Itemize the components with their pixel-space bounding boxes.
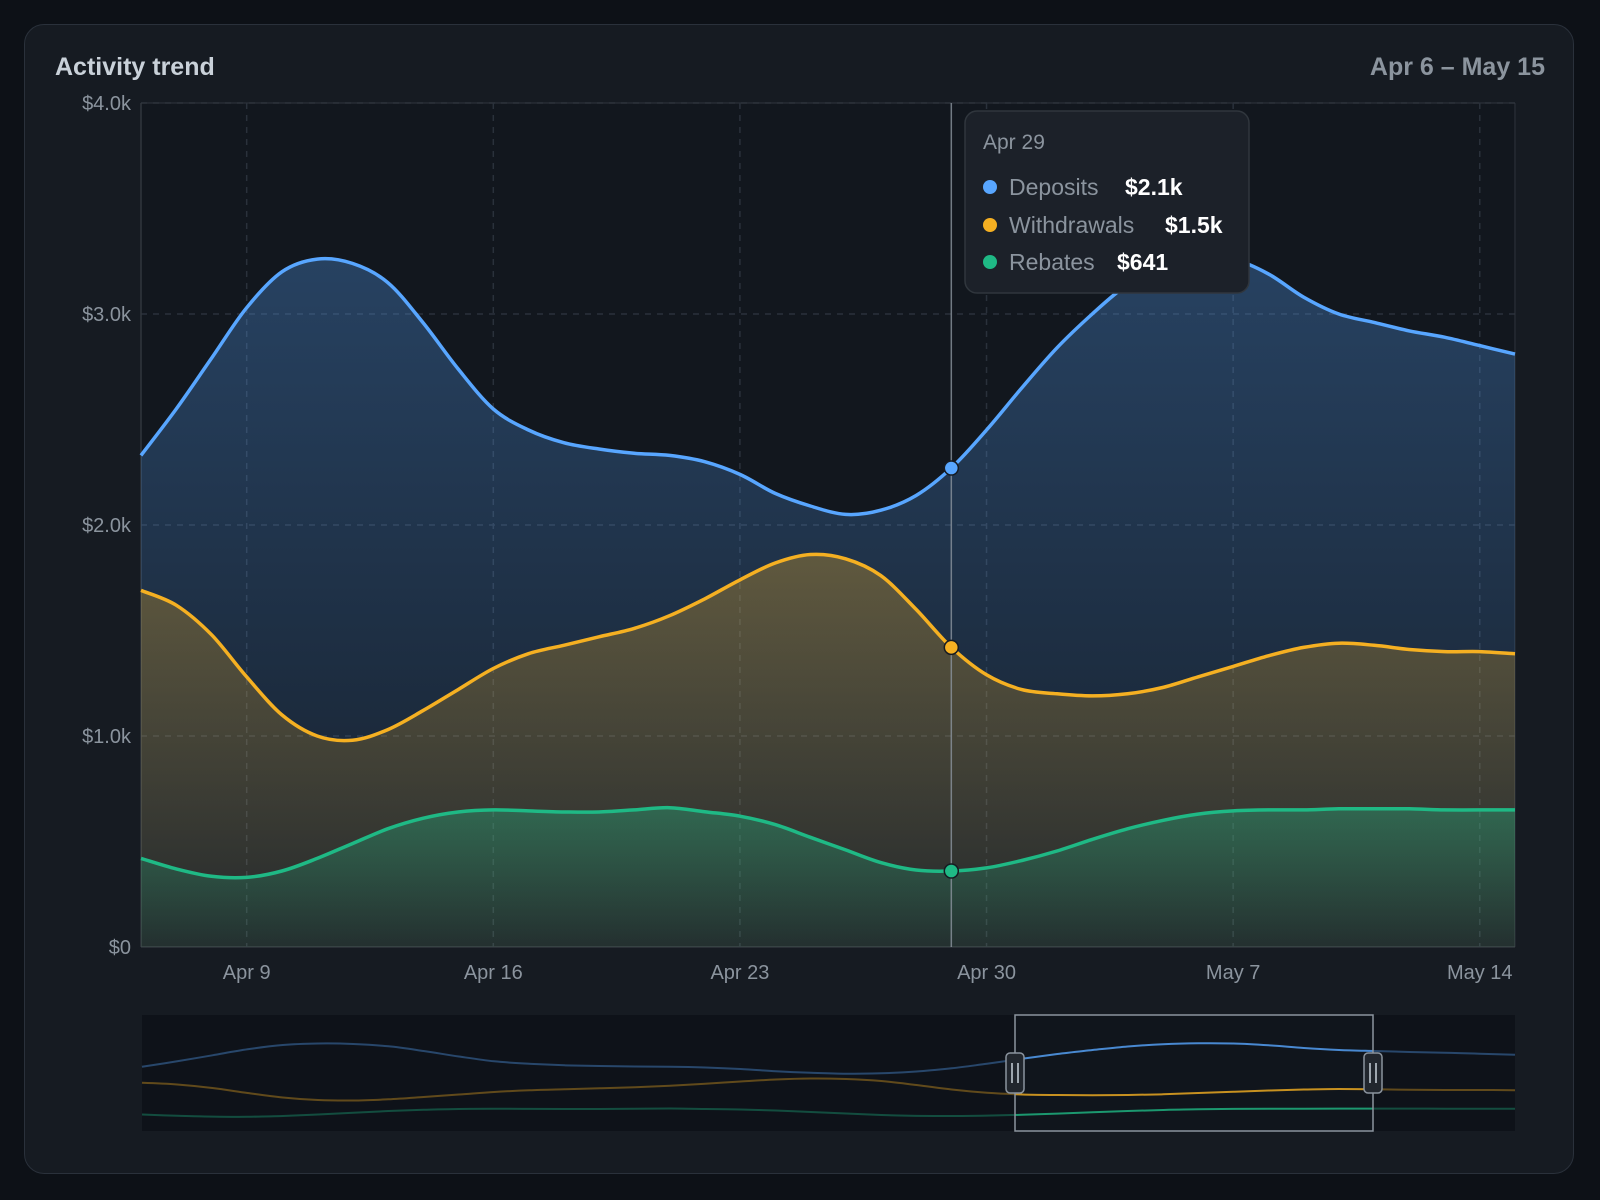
tooltip-value-deposits: $2.1k bbox=[1125, 174, 1183, 200]
drag-handle-icon bbox=[1005, 1052, 1025, 1094]
x-tick-label: May 7 bbox=[1206, 962, 1260, 984]
card-title: Activity trend bbox=[55, 53, 215, 81]
x-tick-label: Apr 30 bbox=[957, 962, 1016, 984]
x-tick-label: Apr 16 bbox=[464, 962, 523, 984]
withdrawals-hover-point bbox=[943, 639, 960, 656]
navigator-handle-left[interactable] bbox=[1005, 1052, 1025, 1094]
y-tick-label: $2.0k bbox=[82, 515, 132, 537]
deposits-dot-icon bbox=[983, 180, 997, 194]
x-axis: Apr 9 Apr 16 Apr 23 Apr 30 May 7 May 14 bbox=[223, 962, 1513, 984]
tooltip-box bbox=[964, 110, 1250, 294]
navigator-dim-left bbox=[142, 1015, 1015, 1131]
tooltip-date: Apr 29 bbox=[983, 131, 1045, 154]
tooltip: Apr 29 Deposits $2.1k Withdrawals $1.5k … bbox=[964, 110, 1250, 294]
y-tick-label: $0 bbox=[109, 937, 131, 959]
withdrawals-dot-icon bbox=[983, 218, 997, 232]
hover-markers bbox=[943, 460, 960, 879]
deposits-hover-point bbox=[943, 460, 960, 476]
rebates-area bbox=[141, 807, 1515, 947]
withdrawals-line bbox=[140, 552, 1516, 743]
rebates-dot-icon bbox=[983, 255, 997, 269]
x-tick-label: Apr 23 bbox=[710, 962, 769, 984]
chart-series bbox=[139, 254, 1516, 947]
activity-trend-card: Activity trend Apr 6 – May 15 bbox=[24, 24, 1574, 1174]
y-tick-label: $3.0k bbox=[82, 304, 132, 326]
y-tick-label: $1.0k bbox=[82, 726, 132, 748]
navigator-handle-right[interactable] bbox=[1363, 1052, 1383, 1094]
range-navigator[interactable] bbox=[141, 1014, 1516, 1132]
tooltip-label-deposits: Deposits bbox=[1009, 174, 1098, 200]
drag-handle-icon bbox=[1363, 1052, 1383, 1094]
deposits-line bbox=[139, 254, 1516, 517]
tooltip-label-rebates: Rebates bbox=[1009, 249, 1095, 275]
y-axis: $0 $1.0k $2.0k $3.0k $4.0k bbox=[82, 93, 132, 959]
x-tick-label: Apr 9 bbox=[223, 962, 271, 984]
rebates-hover-point bbox=[943, 863, 960, 879]
tooltip-value-rebates: $641 bbox=[1117, 249, 1168, 275]
tooltip-label-withdrawals: Withdrawals bbox=[1009, 212, 1134, 238]
date-range-label: Apr 6 – May 15 bbox=[1369, 53, 1545, 81]
chart-svg: Apr 9 Apr 16 Apr 23 Apr 30 May 7 May 14 $0 $1.… bbox=[82, 93, 1516, 1132]
tooltip-value-withdrawals: $1.5k bbox=[1165, 212, 1223, 238]
rebates-line bbox=[140, 805, 1515, 880]
navigator-dim-right bbox=[1373, 1015, 1515, 1131]
y-tick-label: $4.0k bbox=[82, 93, 132, 115]
x-tick-label: May 14 bbox=[1447, 962, 1513, 984]
